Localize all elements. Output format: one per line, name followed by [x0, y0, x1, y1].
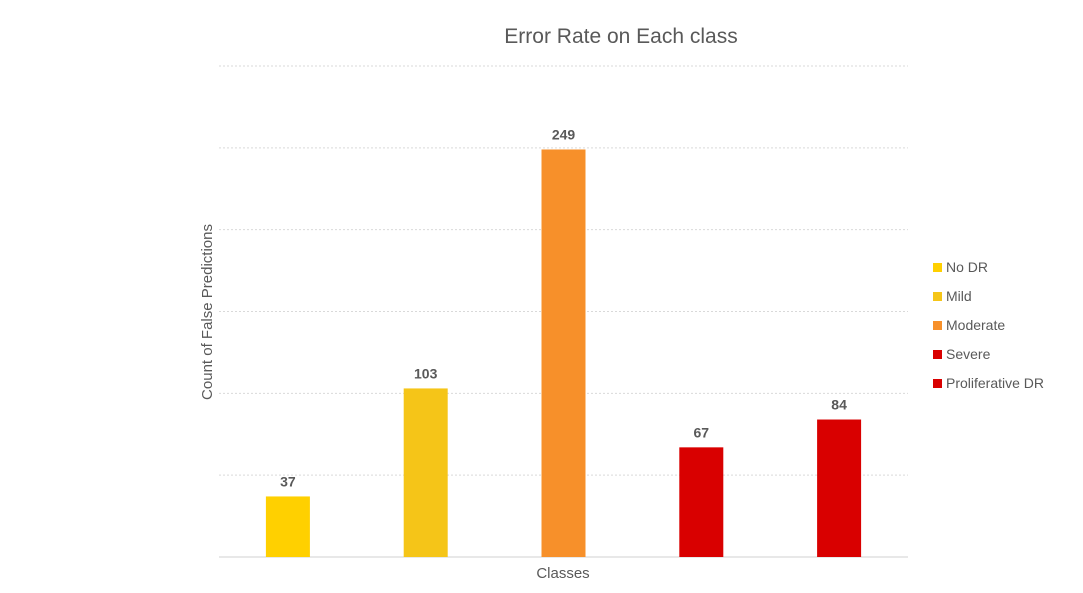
legend-swatch — [933, 263, 942, 272]
legend-entry: Severe — [946, 346, 991, 362]
data-label: 103 — [414, 365, 438, 381]
legend-entry: No DR — [946, 259, 988, 275]
data-label: 37 — [280, 473, 296, 489]
legend-entry: Proliferative DR — [946, 375, 1044, 391]
data-label: 67 — [694, 424, 710, 440]
legend: No DR Mild Moderate Severe Proliferative DR — [933, 259, 1044, 391]
legend-entry: Moderate — [946, 317, 1005, 333]
legend-swatch — [933, 321, 942, 330]
bar-no-dr — [265, 496, 310, 557]
bars — [265, 149, 862, 557]
x-axis-label: Classes — [536, 565, 589, 582]
data-labels: 37 103 249 67 84 — [280, 126, 847, 489]
chart-title: Error Rate on Each class — [504, 25, 737, 48]
legend-swatch — [933, 379, 942, 388]
bar-proliferative-dr — [817, 419, 862, 557]
data-label: 249 — [552, 126, 576, 142]
data-label: 84 — [831, 397, 847, 413]
bar-severe — [679, 447, 724, 557]
legend-swatch — [933, 350, 942, 359]
bar-moderate — [541, 149, 586, 557]
y-axis-label: Count of False Predictions — [199, 224, 216, 400]
bar-mild — [403, 388, 448, 557]
legend-swatch — [933, 292, 942, 301]
legend-entry: Mild — [946, 288, 972, 304]
